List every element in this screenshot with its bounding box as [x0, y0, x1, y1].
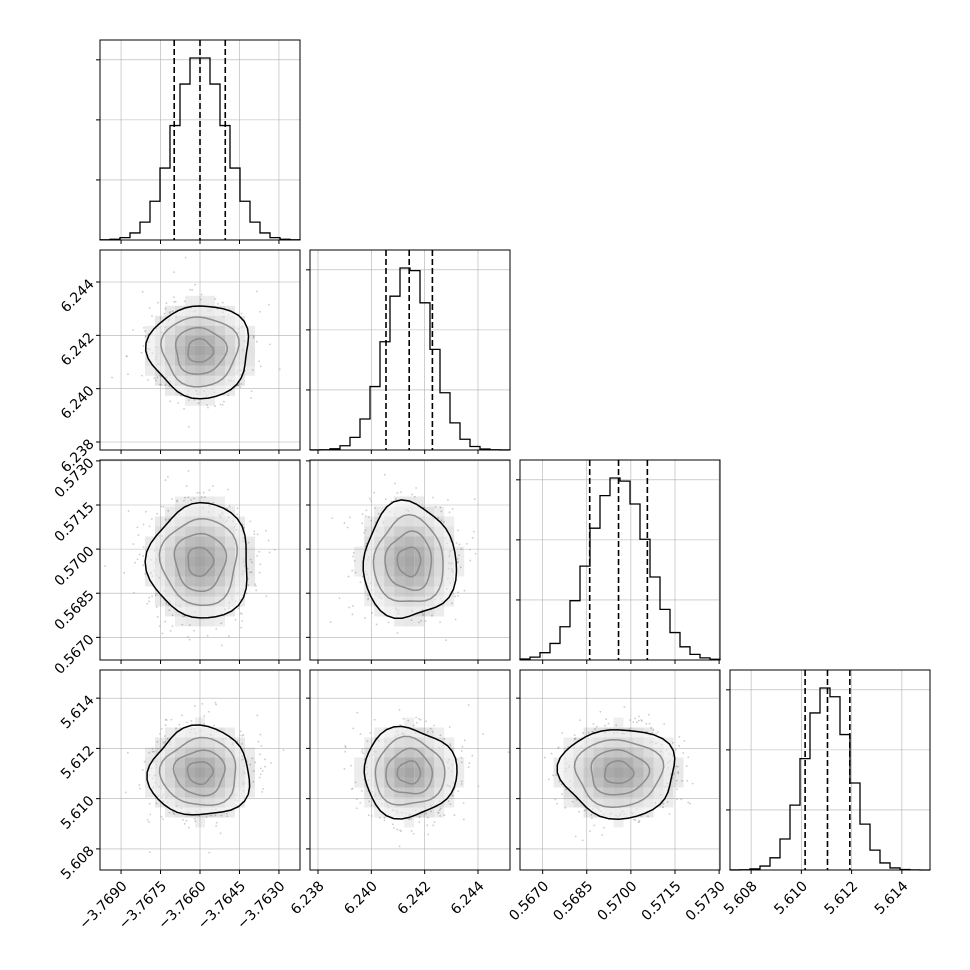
x-tick-label: 5.612 — [822, 878, 862, 918]
hist-panel-0 — [96, 39, 301, 244]
y-tick-label: 5.614 — [58, 692, 98, 732]
hist-panel-3: 5.608 5.610 5.612 5.614 — [721, 669, 931, 918]
y-tick-label: 0.5670 — [52, 632, 98, 678]
x-tick-label: 5.608 — [721, 878, 761, 918]
x-tick-label: 0.5730 — [683, 878, 729, 924]
x-tick-label: 6.240 — [341, 878, 381, 918]
panel-frame — [99, 669, 301, 871]
x-tick-label: 6.238 — [288, 878, 328, 918]
x-tick-label: 0.5670 — [506, 878, 552, 924]
y-tick-label: 0.5715 — [52, 499, 98, 545]
x-tick-label: 6.242 — [395, 878, 435, 918]
panel-frame — [519, 459, 721, 661]
contour-panel-3-0: 5.6085.6105.6125.614−3.7690−3.7675−3.766… — [58, 669, 301, 933]
grid — [730, 670, 930, 870]
y-tick-label: 5.612 — [58, 743, 98, 783]
y-tick-label: 0.5700 — [52, 543, 98, 589]
x-tick-label: 6.244 — [448, 878, 488, 918]
x-tick-label: 0.5685 — [550, 878, 596, 924]
contour-3 — [146, 724, 251, 816]
contour-3 — [363, 725, 458, 820]
y-tick-label: 0.5685 — [52, 588, 98, 634]
panel-frame — [99, 249, 301, 451]
y-tick-label: 6.242 — [58, 330, 98, 370]
panel-frame — [309, 669, 511, 871]
panel-frame — [309, 249, 511, 451]
panel-frame — [519, 669, 721, 871]
panel-frame — [99, 39, 301, 241]
panel-frame — [729, 669, 931, 871]
y-tick-label: 6.244 — [58, 276, 98, 316]
hist-panel-2 — [516, 459, 721, 664]
grid — [100, 670, 300, 870]
x-tick-label: 5.610 — [771, 878, 811, 918]
contour-3 — [144, 501, 248, 619]
contour-3 — [556, 729, 676, 821]
panel-frame — [309, 459, 511, 661]
histogram-step — [519, 477, 721, 660]
x-tick-label: 0.5715 — [639, 878, 685, 924]
contour-panel-3-1: 6.238 6.240 6.242 6.244 — [288, 669, 511, 918]
contour-3 — [362, 499, 458, 619]
contour-panel-2-1 — [306, 459, 511, 664]
hist-panel-1 — [306, 249, 511, 454]
y-tick-label: 6.240 — [58, 383, 98, 423]
y-tick-label: 5.610 — [58, 793, 98, 833]
grid — [520, 670, 720, 870]
contour-3 — [144, 305, 250, 400]
y-tick-label: 5.608 — [58, 843, 98, 883]
x-tick-label: 0.5700 — [595, 878, 641, 924]
panel-frame — [99, 459, 301, 661]
grid — [520, 460, 720, 660]
histogram-step — [729, 687, 931, 871]
x-tick-label: 5.614 — [872, 878, 912, 918]
